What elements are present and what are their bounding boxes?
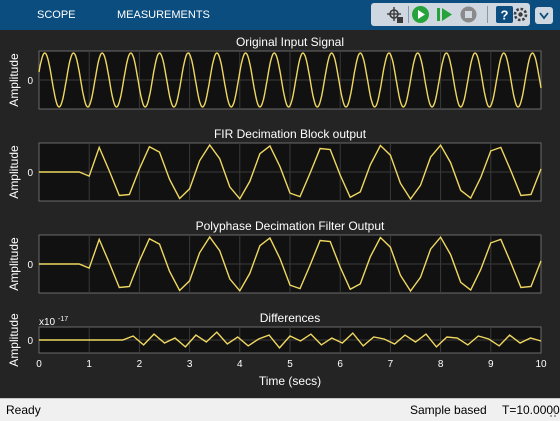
signal-trace: [39, 235, 542, 293]
run-icon[interactable]: [411, 5, 430, 24]
x-tick-label: 0: [36, 359, 42, 370]
toolbar-separator: [408, 6, 409, 23]
simulation-controls: ?: [371, 3, 530, 26]
x-tick-label: 5: [287, 359, 293, 370]
x-tick-label: 1: [86, 359, 92, 370]
simulation-time: T=10.0000: [502, 403, 560, 417]
exponent-power: -17: [58, 316, 68, 323]
signal-trace: [38, 52, 542, 108]
status-bar: Ready Sample based T=10.0000: [0, 398, 560, 421]
x-tick-label: 3: [187, 359, 193, 370]
x-tick-label: 7: [388, 359, 394, 370]
panel-title: Differences: [260, 311, 320, 325]
help-icon[interactable]: ?: [495, 5, 514, 24]
resize-grip-icon[interactable]: [547, 408, 557, 418]
scope-panel-1: [38, 50, 542, 110]
svg-text:?: ?: [501, 8, 509, 23]
x-axis-label: Time (secs): [259, 374, 321, 388]
tab-measurements[interactable]: MEASUREMENTS: [117, 9, 210, 21]
scope-toolstrip: SCOPE MEASUREMENTS: [0, 0, 560, 30]
x-tick-label: 2: [137, 359, 143, 370]
tab-scope[interactable]: SCOPE: [37, 9, 76, 21]
y-axis-label: Amplitude: [7, 145, 21, 199]
toolbar-separator: [487, 6, 488, 23]
exponent-label: x10: [39, 317, 56, 328]
chevron-down-icon: [539, 12, 549, 20]
y-tick-label: 0: [27, 260, 33, 271]
y-tick-label: 0: [27, 76, 33, 87]
y-axis-label: Amplitude: [7, 313, 21, 367]
panel-title: Original Input Signal: [236, 35, 344, 49]
step-forward-icon[interactable]: [435, 5, 454, 24]
signal-selector-icon[interactable]: [385, 5, 404, 24]
panel-title: Polyphase Decimation Filter Output: [196, 219, 385, 233]
scope-axes: Original Input Signal 0 Amplitude FIR Decim…: [7, 35, 547, 388]
scope-panel-4: [38, 326, 542, 354]
signal-trace: [39, 143, 542, 201]
x-tick-label: 8: [438, 359, 444, 370]
x-tick-label: 6: [337, 359, 343, 370]
y-tick-label: 0: [27, 168, 33, 179]
x-tick-label: 10: [535, 359, 547, 370]
toolstrip-expand-button[interactable]: [535, 7, 553, 24]
y-axis-label: Amplitude: [7, 53, 21, 107]
signal-trace: [39, 331, 542, 349]
panel-title: FIR Decimation Block output: [214, 127, 367, 141]
scope-panel-2: [38, 142, 542, 202]
x-tick-label: 4: [237, 359, 243, 370]
scope-panel-3: [38, 234, 542, 294]
stop-icon[interactable]: [459, 5, 478, 24]
y-axis-label: Amplitude: [7, 237, 21, 291]
sample-mode: Sample based: [410, 403, 487, 417]
settings-icon[interactable]: [511, 5, 530, 24]
scope-plot-area: Original Input Signal 0 Amplitude FIR Decim…: [0, 30, 560, 398]
x-tick-label: 9: [488, 359, 494, 370]
status-text: Ready: [6, 403, 41, 417]
y-tick-label: 0: [27, 336, 33, 347]
